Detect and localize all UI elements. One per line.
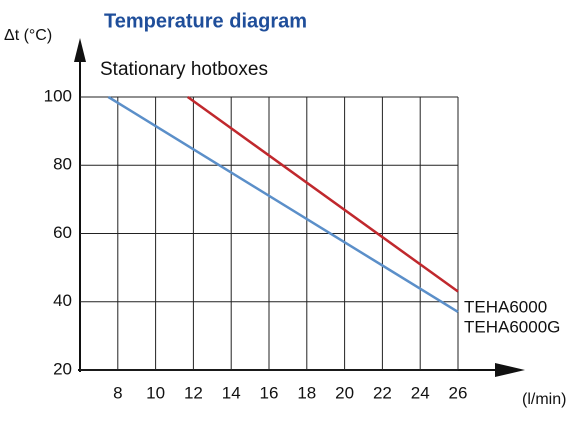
series-label: TEHA6000 (464, 297, 547, 316)
x-tick-label: 10 (146, 383, 165, 402)
x-tick-label: 26 (449, 383, 468, 402)
y-tick-label: 60 (53, 223, 72, 242)
x-tick-label: 14 (222, 383, 241, 402)
x-axis-label: (l/min) (522, 391, 566, 408)
series-line (186, 95, 459, 293)
chart-subtitle: Stationary hotboxes (100, 59, 268, 80)
series-line (107, 95, 459, 314)
y-tick-label: 20 (53, 359, 72, 378)
x-tick-label: 24 (411, 383, 430, 402)
y-tick-label: 100 (44, 86, 72, 105)
y-axis-label: Δt (°C) (4, 27, 52, 44)
x-tick-label: 22 (373, 383, 392, 402)
x-tick-label: 12 (184, 383, 203, 402)
x-tick-label: 8 (113, 383, 122, 402)
x-tick-label: 18 (297, 383, 316, 402)
x-tick-label: 20 (335, 383, 354, 402)
y-tick-label: 40 (53, 291, 72, 310)
x-axis-arrow (495, 363, 525, 377)
series-label: TEHA6000G (464, 317, 560, 336)
y-axis-arrow (74, 38, 86, 62)
chart-title: Temperature diagram (104, 10, 307, 32)
y-tick-label: 80 (53, 155, 72, 174)
x-tick-label: 16 (260, 383, 279, 402)
